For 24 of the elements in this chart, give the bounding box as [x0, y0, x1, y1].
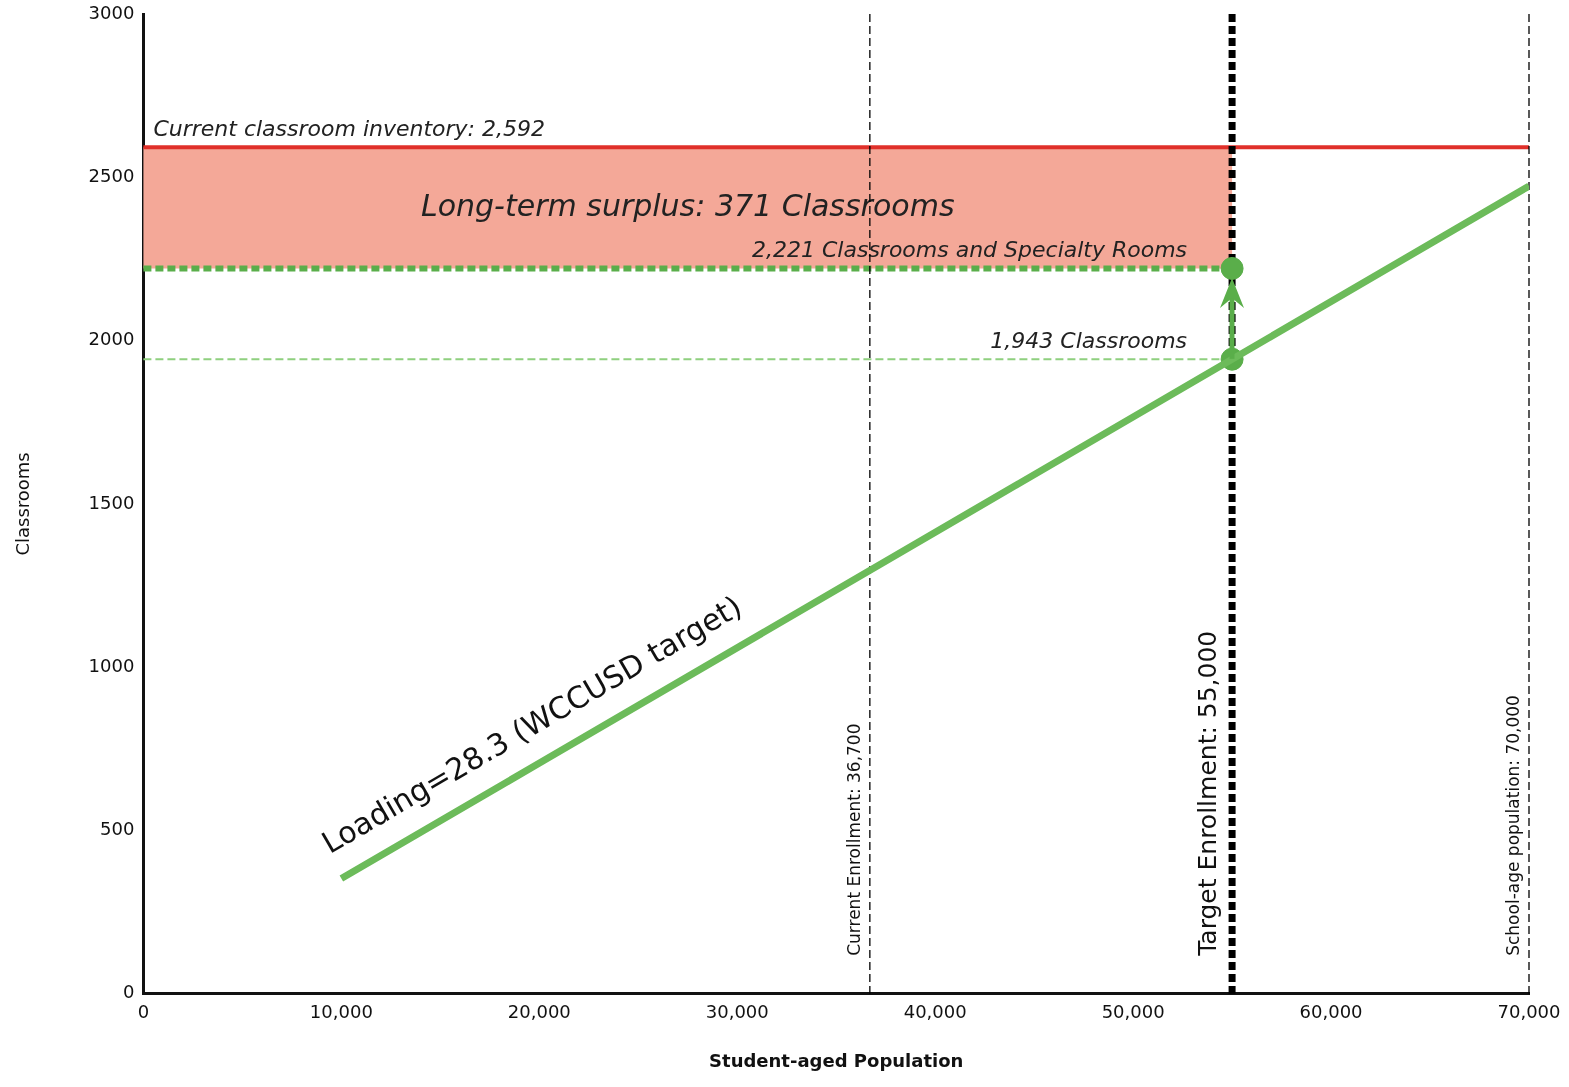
ref-line-label: Target Enrollment: 55,000 — [1193, 630, 1223, 957]
x-tick-label: 10,000 — [309, 1001, 373, 1023]
x-tick-label: 20,000 — [507, 1001, 571, 1023]
x-tick-label: 60,000 — [1299, 1001, 1363, 1023]
band-label: Long-term surplus: 371 Classrooms — [420, 187, 955, 223]
x-tick-label: 50,000 — [1101, 1001, 1165, 1023]
x-tick-label: 40,000 — [903, 1001, 967, 1023]
y-axis-title: Classrooms — [12, 452, 34, 556]
ref-line-label: 1,943 Classrooms — [990, 327, 1188, 353]
x-tick-label: 30,000 — [705, 1001, 769, 1023]
y-tick-label: 1000 — [88, 654, 135, 676]
y-tick-label: 2000 — [88, 328, 135, 350]
y-tick-label: 500 — [100, 818, 135, 840]
ref-line-label: Current Enrollment: 36,700 — [843, 723, 864, 956]
y-tick-label: 3000 — [88, 1, 135, 23]
ref-line-label: Current classroom inventory: 2,592 — [153, 115, 545, 141]
x-axis-title: Student-aged Population — [709, 1049, 964, 1071]
x-tick-label: 70,000 — [1497, 1001, 1561, 1023]
y-tick-label: 0 — [122, 981, 135, 1003]
ref-line-label: 2,221 Classrooms and Specialty Rooms — [751, 237, 1188, 263]
x-tick-label: 0 — [137, 1001, 150, 1023]
ref-line-label: School-age population: 70,000 — [1502, 695, 1523, 956]
y-tick-label: 1500 — [88, 491, 135, 513]
y-tick-label: 2500 — [88, 164, 135, 186]
